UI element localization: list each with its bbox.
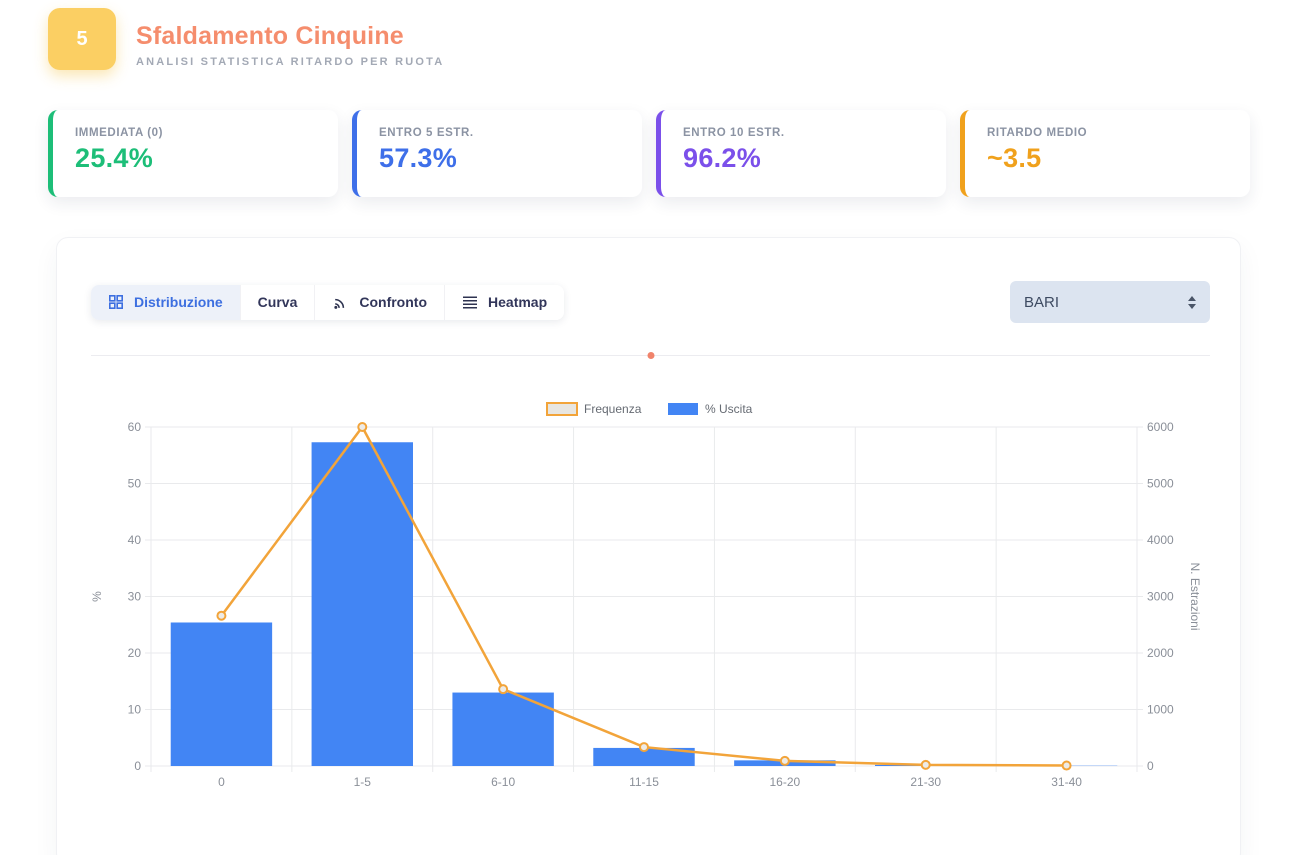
line-point[interactable] bbox=[216, 610, 227, 621]
right-tick: 5000 bbox=[1147, 477, 1174, 491]
bar[interactable] bbox=[452, 692, 554, 766]
divider bbox=[91, 352, 1210, 359]
stats-row: IMMEDIATA (0) 25.4% ENTRO 5 ESTR. 57.3% … bbox=[48, 110, 1250, 197]
legend-item-uscita[interactable]: % Uscita bbox=[668, 402, 753, 416]
line-point[interactable] bbox=[1061, 760, 1072, 771]
right-tick: 6000 bbox=[1147, 420, 1174, 434]
left-tick: 50 bbox=[128, 477, 142, 491]
chart-area: 0 0 10 1000 20 2000 30 3000 40 4000 50 5000 60 6000 0 1… bbox=[90, 389, 1210, 804]
x-tick: 11-15 bbox=[629, 775, 659, 789]
wheel-select-value: BARI bbox=[1024, 293, 1060, 311]
tab-confronto[interactable]: Confronto bbox=[315, 284, 446, 320]
stat-label: IMMEDIATA (0) bbox=[75, 127, 164, 139]
left-tick: 30 bbox=[128, 590, 142, 604]
legend-item-frequenza[interactable]: Frequenza bbox=[546, 402, 642, 416]
line-point[interactable] bbox=[779, 755, 790, 766]
lines-icon bbox=[462, 294, 478, 310]
combo-chart: 0 0 10 1000 20 2000 30 3000 40 4000 50 5000 60 6000 0 1… bbox=[90, 402, 1202, 789]
select-arrows-icon bbox=[1188, 295, 1196, 309]
x-tick: 31-40 bbox=[1051, 775, 1082, 789]
left-tick: 60 bbox=[128, 420, 142, 434]
page-header: 5 Sfaldamento Cinquine ANALISI STATISTIC… bbox=[48, 8, 1297, 70]
page-subtitle: ANALISI STATISTICA RITARDO PER RUOTA bbox=[136, 56, 445, 68]
tab-distribuzione[interactable]: Distribuzione bbox=[91, 284, 241, 320]
stat-label: ENTRO 5 ESTR. bbox=[379, 127, 474, 139]
stat-label: RITARDO MEDIO bbox=[987, 127, 1088, 139]
x-tick: 6-10 bbox=[491, 775, 515, 789]
tab-label: Distribuzione bbox=[134, 294, 223, 310]
left-tick: 40 bbox=[128, 533, 142, 547]
svg-text:Frequenza: Frequenza bbox=[584, 402, 642, 416]
stat-card-ritardo-medio: RITARDO MEDIO ~3.5 bbox=[960, 110, 1250, 197]
right-tick: 3000 bbox=[1147, 590, 1174, 604]
x-tick: 1-5 bbox=[354, 775, 372, 789]
tab-label: Confronto bbox=[359, 294, 428, 310]
stat-card-entro-10: ENTRO 10 ESTR. 96.2% bbox=[656, 110, 946, 197]
rss-icon bbox=[332, 294, 349, 311]
left-tick: 20 bbox=[128, 646, 142, 660]
stat-value: 25.4% bbox=[75, 143, 154, 173]
stat-card-entro-5: ENTRO 5 ESTR. 57.3% bbox=[352, 110, 642, 197]
left-axis-title: % bbox=[91, 591, 104, 602]
right-tick: 4000 bbox=[1147, 533, 1174, 547]
line-point[interactable] bbox=[639, 742, 649, 753]
stat-value: ~3.5 bbox=[987, 143, 1042, 173]
divider-dot bbox=[647, 352, 654, 359]
stat-label: ENTRO 10 ESTR. bbox=[683, 127, 785, 139]
grid-icon bbox=[108, 294, 124, 310]
header-text: Sfaldamento Cinquine ANALISI STATISTICA … bbox=[136, 8, 444, 68]
stat-value: 96.2% bbox=[683, 143, 762, 173]
tab-curva[interactable]: Curva bbox=[240, 284, 316, 320]
bar[interactable] bbox=[593, 747, 695, 766]
line-point[interactable] bbox=[498, 684, 509, 695]
right-axis-title: N. Estrazioni bbox=[1188, 562, 1202, 630]
wheel-select[interactable]: BARI bbox=[1010, 281, 1210, 323]
bar[interactable] bbox=[170, 622, 273, 766]
line-point[interactable] bbox=[357, 422, 368, 432]
page-title: Sfaldamento Cinquine bbox=[136, 22, 404, 50]
x-tick: 21-30 bbox=[910, 775, 941, 789]
stat-value: 57.3% bbox=[379, 143, 458, 173]
stat-card-immediata: IMMEDIATA (0) 25.4% bbox=[48, 110, 338, 197]
x-tick: 16-20 bbox=[770, 775, 801, 789]
right-tick: 1000 bbox=[1147, 703, 1174, 717]
left-tick: 10 bbox=[128, 703, 142, 717]
right-tick: 2000 bbox=[1147, 646, 1174, 660]
left-tick: 0 bbox=[134, 759, 141, 773]
svg-text:% Uscita: % Uscita bbox=[705, 402, 753, 416]
right-tick: 0 bbox=[1147, 759, 1154, 773]
bar[interactable] bbox=[311, 442, 413, 766]
line-point[interactable] bbox=[920, 759, 931, 770]
panel-toolbar: Distribuzione Curva Confronto Heatmap BA… bbox=[91, 281, 1210, 323]
tab-label: Heatmap bbox=[488, 294, 548, 310]
tab-heatmap[interactable]: Heatmap bbox=[445, 284, 565, 320]
view-tabs: Distribuzione Curva Confronto Heatmap bbox=[91, 284, 565, 320]
chart-panel: Distribuzione Curva Confronto Heatmap BA… bbox=[56, 237, 1241, 855]
tab-label: Curva bbox=[257, 294, 298, 310]
x-tick: 0 bbox=[218, 775, 225, 789]
step-badge: 5 bbox=[48, 8, 116, 70]
